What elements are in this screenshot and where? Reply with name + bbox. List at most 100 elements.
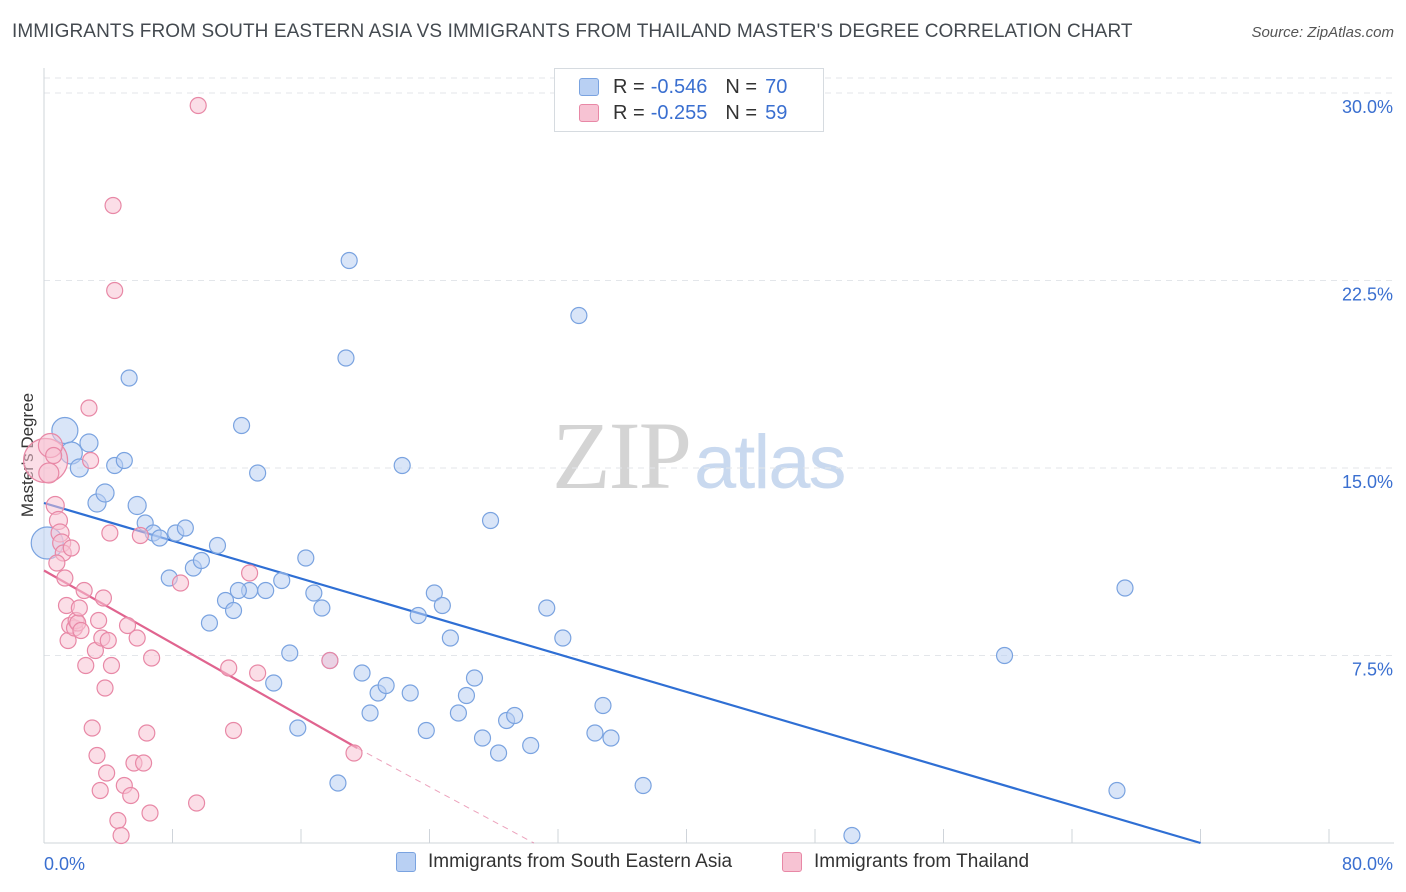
data-point-pink	[241, 564, 259, 582]
data-point-pink	[134, 754, 153, 772]
data-point-blue	[289, 719, 307, 737]
data-point-pink	[102, 656, 121, 675]
data-point-blue	[208, 536, 227, 555]
data-point-pink	[321, 651, 339, 670]
correlation-legend: R = -0.546 N = 70 R = -0.255 N = 59	[554, 68, 824, 132]
series-name: Immigrants from South Eastern Asia	[428, 851, 733, 872]
data-point-pink	[187, 794, 206, 812]
data-point-blue	[393, 456, 411, 475]
data-point-blue	[329, 774, 347, 792]
data-point-pink	[122, 786, 140, 805]
data-point-blue	[120, 369, 138, 387]
y-tick-label: 22.5%	[1342, 285, 1393, 305]
data-point-blue	[602, 729, 620, 747]
tick-labels-layer: 7.5% 15.0% 22.5% 30.0% 0.0% 80.0%	[44, 97, 1393, 874]
data-point-pink	[90, 611, 108, 630]
data-point-pink	[98, 764, 116, 782]
legend-swatch-pink	[579, 104, 599, 122]
data-point-blue	[401, 684, 419, 702]
trendline-extension-pink	[356, 747, 535, 844]
data-point-blue	[409, 606, 427, 625]
data-point-pink	[112, 826, 130, 845]
data-point-pink	[224, 721, 243, 740]
data-point-blue	[843, 826, 861, 845]
data-point-blue	[249, 464, 267, 482]
data-point-blue	[465, 669, 484, 687]
data-point-pink	[48, 554, 66, 572]
axis-layer	[43, 68, 1394, 844]
data-point-blue	[229, 581, 247, 600]
data-point-pink	[80, 399, 98, 417]
x-tick-label-max: 80.0%	[1342, 854, 1393, 874]
legend-r-label: R =	[613, 101, 645, 124]
data-point-blue	[473, 729, 492, 747]
data-point-blue	[115, 451, 133, 470]
data-point-blue	[257, 581, 275, 600]
points-layer	[23, 96, 1134, 845]
watermark-atlas: atlas	[694, 420, 847, 505]
data-point-pink	[81, 451, 100, 470]
data-point-pink	[106, 281, 124, 300]
data-point-pink	[88, 746, 106, 765]
data-point-pink	[118, 616, 137, 635]
data-point-blue	[95, 483, 115, 503]
data-point-blue	[995, 646, 1014, 665]
data-point-pink	[91, 781, 109, 800]
series-legend-thailand[interactable]: Immigrants from Thailand	[782, 851, 1029, 873]
series-legend-south-eastern-asia[interactable]: Immigrants from South Eastern Asia	[396, 851, 732, 873]
data-point-blue	[273, 571, 291, 590]
watermark-zip: ZIP	[552, 402, 692, 509]
legend-n-value: 70	[765, 75, 788, 98]
watermark: ZIPatlas	[552, 400, 847, 511]
data-point-pink	[38, 462, 60, 484]
data-point-blue	[586, 724, 604, 742]
data-point-blue	[457, 686, 476, 705]
data-point-pink	[77, 656, 95, 675]
data-point-pink	[99, 631, 117, 650]
data-point-pink	[62, 539, 80, 557]
data-point-blue	[634, 776, 652, 795]
data-point-blue	[313, 599, 331, 617]
data-point-pink	[141, 804, 159, 822]
data-point-blue	[176, 519, 194, 537]
data-point-pink	[75, 581, 93, 600]
y-tick-label: 7.5%	[1352, 660, 1393, 680]
data-point-blue	[570, 306, 588, 325]
legend-n-label: N =	[725, 75, 758, 98]
data-point-blue	[425, 584, 443, 602]
y-tick-label: 30.0%	[1342, 97, 1393, 117]
trendline-blue	[43, 501, 1201, 845]
data-point-blue	[361, 704, 379, 722]
data-point-pink	[56, 569, 74, 587]
legend-r-value: -0.255	[650, 101, 708, 124]
data-point-blue	[127, 495, 147, 516]
data-point-pink	[96, 679, 114, 697]
data-point-blue	[337, 349, 355, 367]
legend-swatch-blue	[579, 78, 599, 96]
data-point-blue	[265, 674, 283, 692]
data-point-pink	[345, 744, 363, 762]
data-point-pink	[109, 811, 127, 830]
data-point-blue	[1108, 781, 1126, 800]
data-point-blue	[353, 664, 371, 682]
data-point-pink	[128, 629, 146, 647]
data-point-pink	[138, 724, 156, 742]
data-point-blue	[232, 416, 251, 435]
chart-title: IMMIGRANTS FROM SOUTH EASTERN ASIA VS IM…	[12, 21, 1133, 42]
legend-r-value: -0.546	[650, 75, 708, 98]
data-point-pink	[249, 664, 267, 682]
data-point-blue	[554, 629, 572, 647]
data-point-pink	[72, 621, 90, 640]
data-point-blue	[377, 676, 395, 695]
data-point-pink	[171, 574, 190, 592]
data-point-pink	[83, 719, 101, 737]
series-name: Immigrants from Thailand	[814, 851, 1030, 872]
data-point-blue	[449, 704, 468, 722]
data-point-blue	[79, 433, 99, 453]
data-point-pink	[70, 599, 88, 617]
data-point-blue	[1116, 579, 1134, 597]
data-point-blue	[297, 549, 315, 567]
data-point-pink	[101, 524, 119, 542]
data-point-pink	[131, 526, 149, 545]
